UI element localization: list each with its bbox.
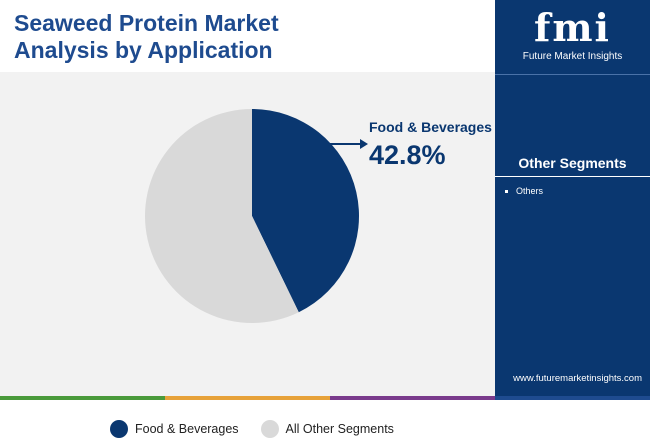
pie-slice-all-other-segments bbox=[144, 109, 299, 323]
legend-item-other: All Other Segments bbox=[260, 420, 394, 438]
segments-divider bbox=[495, 176, 650, 177]
callout-value: 42.8% bbox=[369, 140, 446, 170]
callout-label: Food & Beverages bbox=[369, 119, 492, 135]
other-segments-title: Other Segments bbox=[518, 155, 627, 171]
legend-swatch-food bbox=[110, 420, 128, 438]
legend-label-other: All Other Segments bbox=[285, 422, 394, 436]
logo-divider bbox=[495, 74, 650, 75]
page-title: Seaweed Protein Market Analysis by Appli… bbox=[14, 10, 434, 64]
title-line-1: Seaweed Protein Market bbox=[14, 10, 279, 36]
segment-item-label: Others bbox=[516, 186, 544, 196]
pie-slice-food-beverages bbox=[252, 109, 359, 313]
segment-item-others: Others bbox=[505, 186, 543, 196]
callout-arrow bbox=[330, 139, 368, 149]
bar-blue bbox=[495, 396, 650, 400]
pie-chart bbox=[144, 109, 368, 323]
bar-purple bbox=[330, 396, 495, 400]
pie-slices bbox=[144, 109, 359, 323]
chart-legend: Food & Beverages All Other Segments bbox=[110, 420, 416, 438]
logo-word: fmi bbox=[534, 5, 611, 50]
fmi-logo: fmi Future Market Insights bbox=[507, 6, 638, 70]
chart-area: Food & Beverages All Other Segments bbox=[0, 72, 495, 438]
legend-swatch-other bbox=[260, 420, 279, 438]
legend-label-food: Food & Beverages bbox=[135, 422, 239, 436]
legend-item-food: Food & Beverages bbox=[110, 420, 239, 438]
bottom-color-bar bbox=[0, 396, 650, 400]
title-line-2: Analysis by Application bbox=[14, 37, 273, 63]
bar-green bbox=[0, 396, 165, 400]
side-panel: fmi Future Market Insights Other Segment… bbox=[495, 0, 650, 396]
bar-orange bbox=[165, 396, 330, 400]
website-link[interactable]: www.futuremarketinsights.com bbox=[513, 373, 642, 384]
bullet-icon bbox=[505, 190, 508, 194]
logo-tagline: Future Market Insights bbox=[522, 51, 623, 62]
